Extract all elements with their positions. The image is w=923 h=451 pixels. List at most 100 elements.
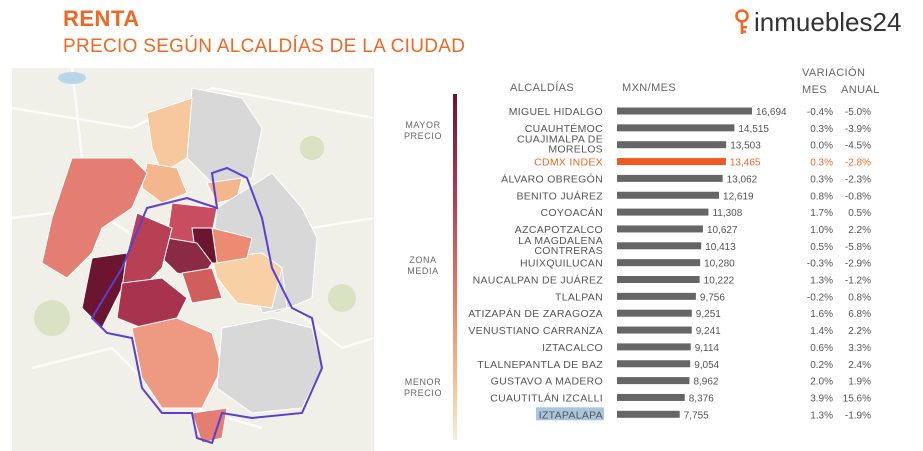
annual-variation: 3.3% bbox=[848, 343, 871, 354]
bar bbox=[617, 360, 691, 368]
monthly-variation: 1.0% bbox=[810, 225, 833, 236]
row-name: ATIZAPÁN DE ZARAGOZA bbox=[468, 307, 603, 320]
bar-value-label: 13,465 bbox=[730, 158, 761, 169]
row-name: VENUSTIANO CARRANZA bbox=[468, 325, 603, 337]
row-name: COYOACÁN bbox=[541, 206, 604, 219]
row-name: GUSTAVO A MADERO bbox=[491, 376, 603, 388]
monthly-variation: 1.3% bbox=[810, 410, 833, 421]
bar-value-label: 10,222 bbox=[704, 276, 735, 287]
column-header-monthly: MES bbox=[802, 84, 827, 96]
row-name: HUIXQUILUCAN bbox=[520, 258, 603, 270]
row-name-line: CONTRERAS bbox=[534, 245, 603, 257]
bar-value-label: 7,755 bbox=[684, 410, 709, 421]
monthly-variation: 1.3% bbox=[810, 276, 833, 287]
annual-variation: 15.6% bbox=[843, 393, 871, 404]
column-header-value: MXN/MES bbox=[622, 82, 676, 94]
bar bbox=[617, 309, 692, 317]
scale-label-high-line1: MAYOR bbox=[405, 120, 441, 130]
row-name-line: LA MAGDALENA bbox=[518, 235, 603, 247]
map-graphic bbox=[12, 68, 374, 445]
choropleth-map bbox=[12, 68, 374, 451]
bar bbox=[617, 393, 685, 401]
column-header-annual: ANUAL bbox=[841, 84, 880, 96]
bar-value-label: 10,413 bbox=[705, 242, 736, 253]
bar-value-label: 10,627 bbox=[707, 225, 738, 236]
monthly-variation: 0.3% bbox=[810, 158, 833, 169]
bar bbox=[617, 242, 702, 250]
scale-label-high: MAYOR PRECIO bbox=[397, 120, 449, 142]
annual-variation: 2.2% bbox=[848, 225, 871, 236]
bar-value-label: 8,962 bbox=[693, 377, 718, 388]
bar bbox=[617, 208, 709, 216]
bar-value-label: 9,054 bbox=[694, 360, 719, 371]
selected-row-highlight bbox=[536, 407, 604, 421]
monthly-variation: 0.8% bbox=[810, 191, 833, 202]
bar-value-label: 8,376 bbox=[689, 393, 714, 404]
monthly-variation: 0.3% bbox=[810, 174, 833, 185]
annual-variation: 2.2% bbox=[848, 326, 871, 337]
row-name: AZCAPOTZALCO bbox=[515, 224, 603, 236]
pin-key-icon bbox=[735, 8, 749, 34]
scale-label-mid-line2: MEDIA bbox=[407, 266, 439, 276]
bar bbox=[617, 107, 752, 115]
bar bbox=[617, 410, 680, 418]
column-header-category: ALCALDÍAS bbox=[510, 81, 574, 94]
row-name: BENITO JUÁREZ bbox=[516, 189, 603, 202]
row-name: TLALPAN bbox=[555, 291, 603, 303]
bar-value-label: 9,756 bbox=[700, 292, 725, 303]
annual-variation: -4.5% bbox=[845, 141, 871, 152]
monthly-variation: -0.4% bbox=[807, 107, 833, 118]
monthly-variation: 2.0% bbox=[810, 377, 833, 388]
row-name: CUAUTITLÁN IZCALLI bbox=[490, 391, 603, 404]
row-name: CDMX INDEX bbox=[534, 157, 603, 169]
monthly-variation: 0.6% bbox=[810, 343, 833, 354]
row-name: TLALNEPANTLA DE BAZ bbox=[477, 359, 603, 371]
annual-variation: -2.9% bbox=[845, 259, 871, 270]
bar bbox=[617, 141, 727, 149]
brand-name: inmuebles24 bbox=[754, 7, 902, 37]
monthly-variation: -0.3% bbox=[807, 259, 833, 270]
bar-value-label: 9,241 bbox=[696, 326, 721, 337]
bar bbox=[617, 174, 723, 182]
row-name: IZTAPALAPA bbox=[539, 409, 603, 421]
scale-label-low-line2: PRECIO bbox=[403, 388, 443, 398]
monthly-variation: 0.3% bbox=[810, 124, 833, 135]
monthly-variation: 0.0% bbox=[810, 141, 833, 152]
annual-variation: -1.2% bbox=[845, 276, 871, 287]
bar bbox=[617, 326, 692, 334]
chart-rows: MIGUEL HIDALGO 16,694 -0.4% -5.0% CUAUHTÉMOC… bbox=[468, 106, 871, 421]
row-name: IZTACALCO bbox=[542, 342, 603, 354]
bar bbox=[617, 276, 700, 283]
monthly-variation: -0.2% bbox=[807, 292, 833, 303]
bar-value-label: 10,280 bbox=[704, 259, 735, 270]
bar-value-label: 11,308 bbox=[712, 208, 742, 219]
annual-variation: -0.8% bbox=[845, 191, 871, 202]
bar-value-label: 9,251 bbox=[696, 309, 721, 320]
row-name: MIGUEL HIDALGO bbox=[509, 106, 603, 118]
monthly-variation: 3.9% bbox=[810, 393, 833, 404]
monthly-variation: 1.4% bbox=[810, 326, 833, 337]
bar bbox=[617, 225, 703, 233]
annual-variation: 2.4% bbox=[848, 360, 871, 371]
brand-logo: inmuebles24 bbox=[733, 7, 901, 38]
scale-label-mid-line1: ZONA bbox=[409, 255, 437, 265]
annual-variation: -5.8% bbox=[845, 242, 871, 253]
chart-title: RENTA bbox=[63, 6, 140, 31]
chart-subtitle: PRECIO SEGÚN ALCALDÍAS DE LA CIUDAD bbox=[63, 36, 466, 57]
row-name-line: MORELOS bbox=[548, 144, 603, 156]
monthly-variation: 1.6% bbox=[810, 309, 833, 320]
bar-value-label: 13,062 bbox=[727, 174, 758, 185]
bar-value-label: 14,515 bbox=[738, 124, 769, 135]
row-name: ÁLVARO OBREGÓN bbox=[501, 172, 603, 185]
bar-value-label: 12,619 bbox=[723, 191, 754, 202]
annual-variation: -5.0% bbox=[845, 107, 871, 118]
monthly-variation: 1.7% bbox=[810, 208, 833, 219]
scale-label-mid: ZONA MEDIA bbox=[397, 255, 449, 277]
bar-value-label: 16,694 bbox=[756, 107, 787, 118]
column-header-variation: VARIACIÓN bbox=[802, 66, 865, 79]
bar bbox=[617, 158, 726, 166]
row-name-line: CUAJIMALPA DE bbox=[517, 134, 603, 146]
monthly-variation: 0.2% bbox=[810, 360, 833, 371]
annual-variation: -3.9% bbox=[845, 124, 871, 135]
